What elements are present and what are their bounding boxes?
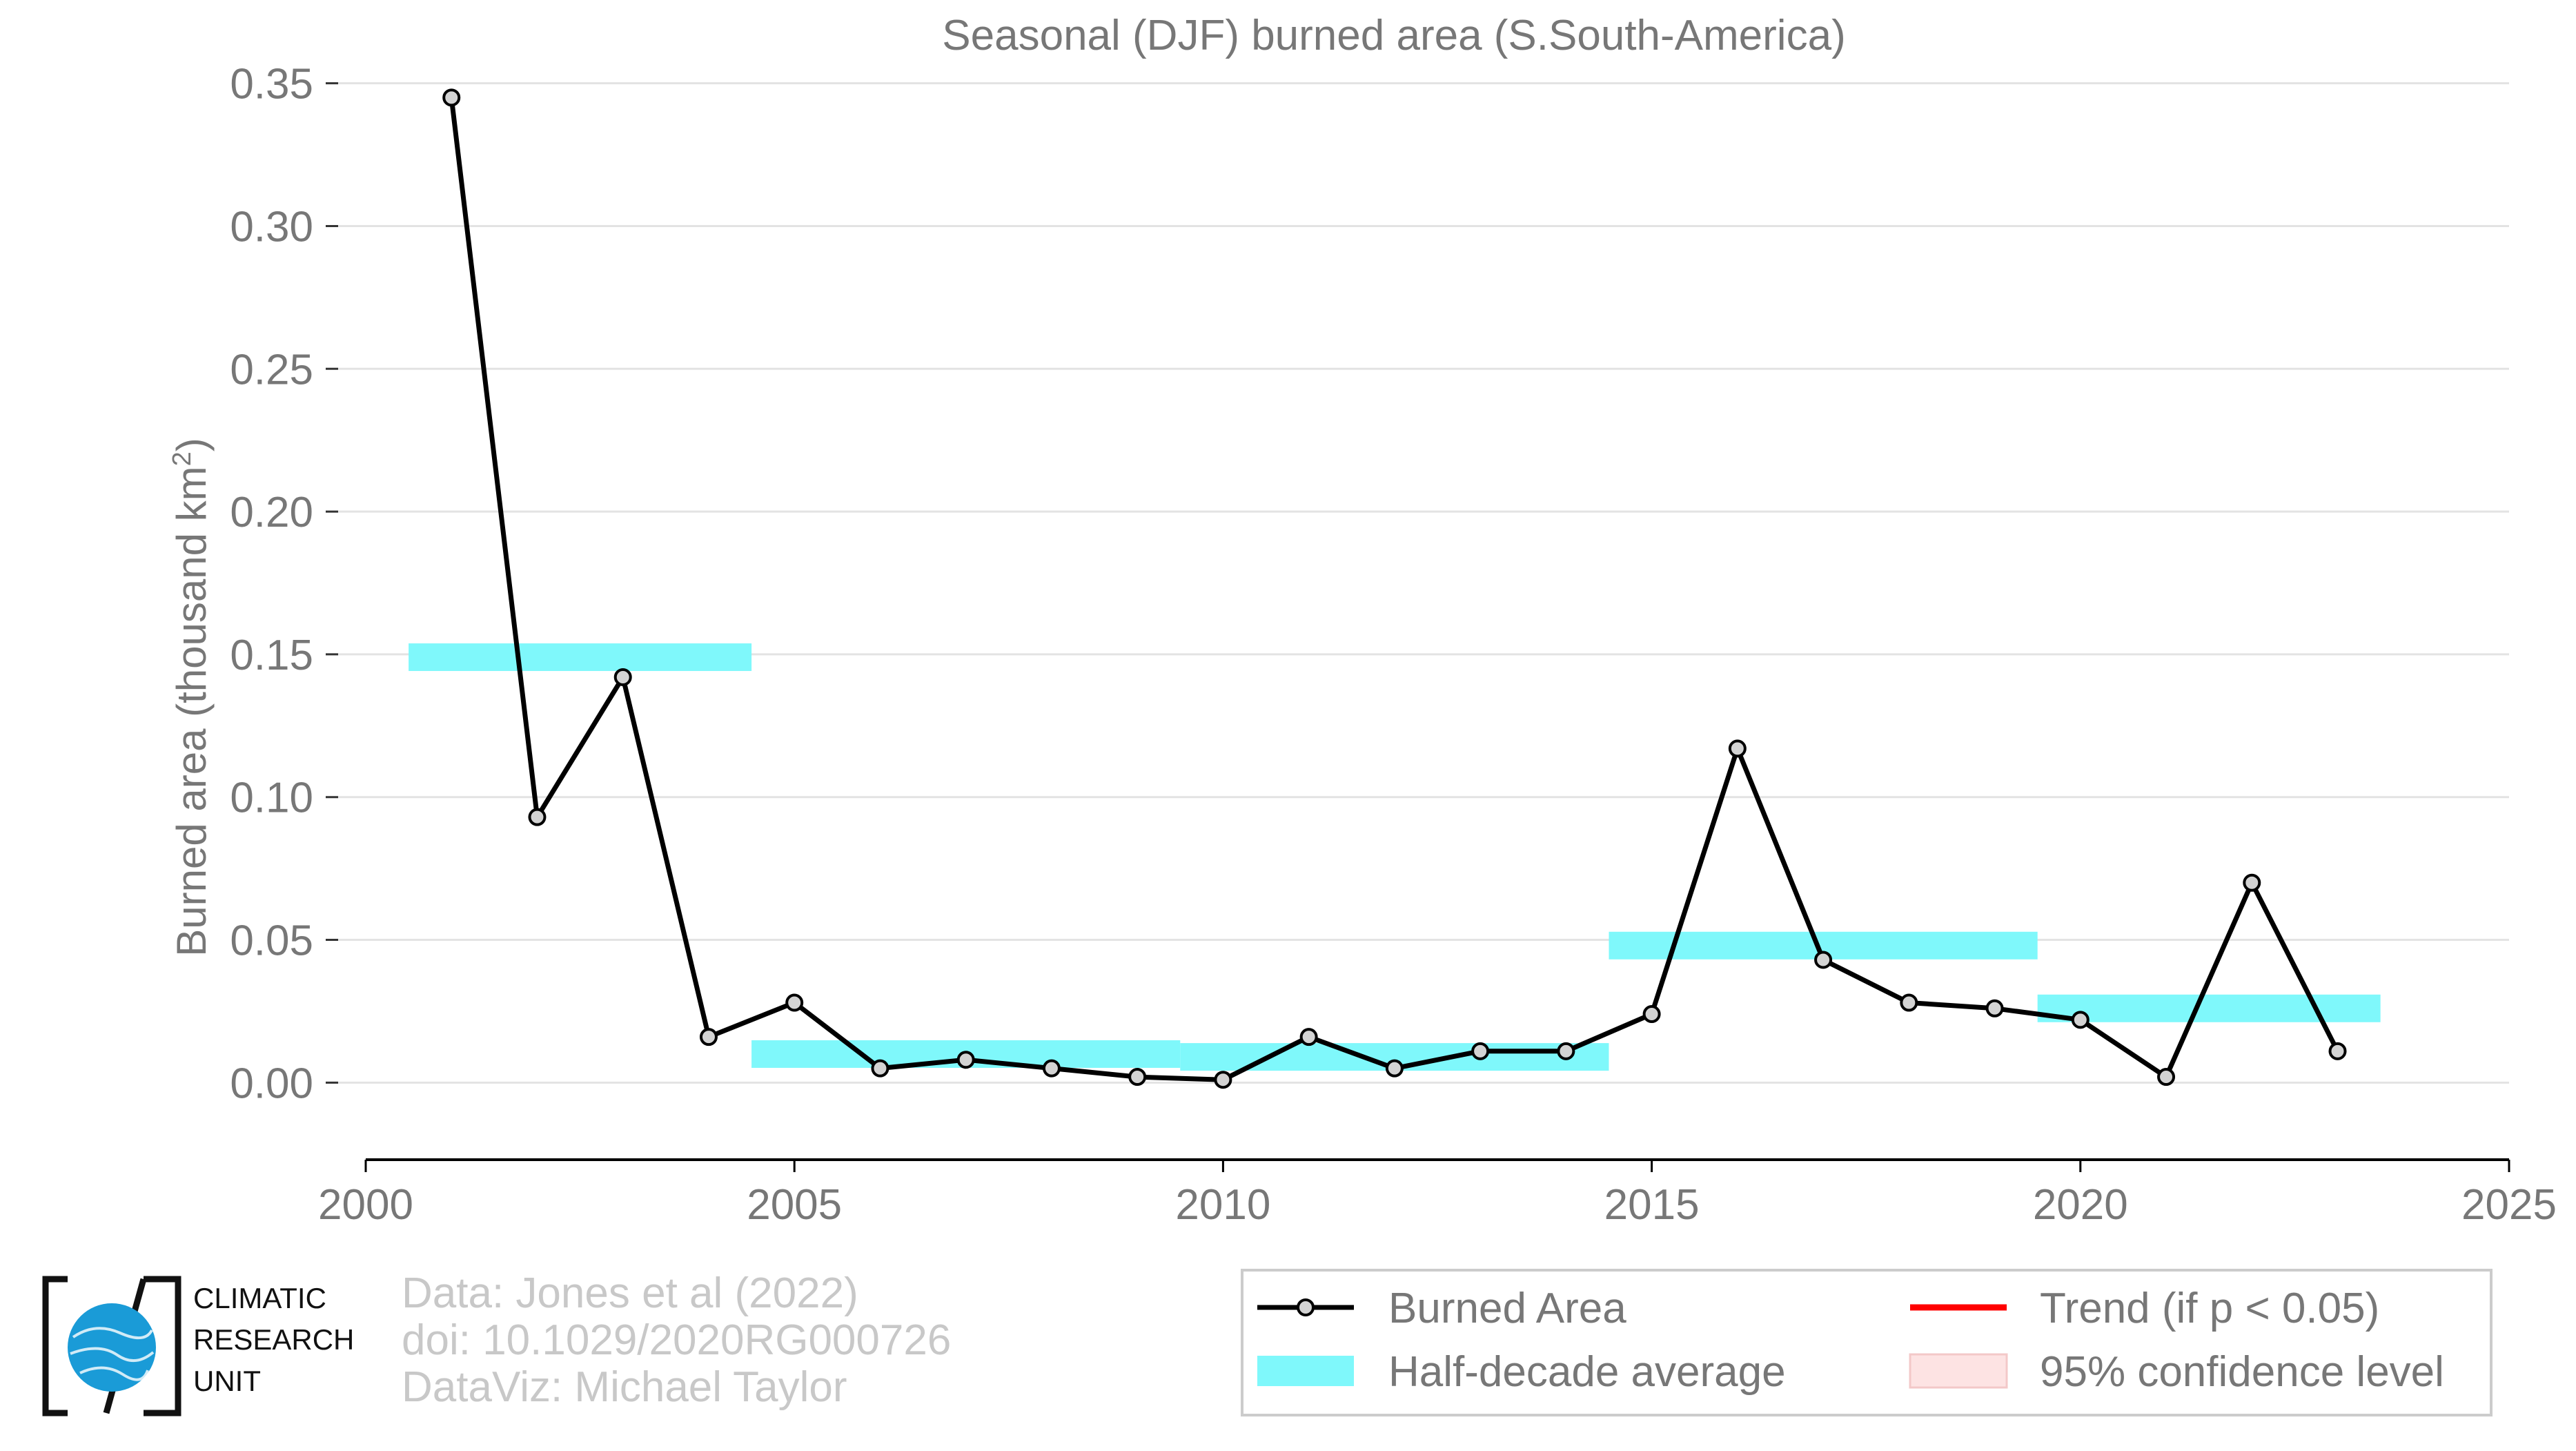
y-axis-label: Burned area (thousand km2) [168, 438, 215, 957]
legend-label-confidence: 95% confidence level [2040, 1348, 2444, 1396]
legend-label-trend: Trend (if p < 0.05) [2040, 1285, 2379, 1332]
burned-area-point [2157, 1068, 2176, 1087]
y-tick-label: 0.35 [230, 61, 313, 108]
y-tick-label: 0.30 [230, 203, 313, 251]
chart-title: Seasonal (DJF) burned area (S.South-Amer… [942, 12, 1845, 59]
legend-label-half-decade: Half-decade average [1388, 1348, 1786, 1396]
x-tick-label: 2010 [1175, 1181, 1270, 1229]
burned-area-point [1299, 1028, 1318, 1046]
burned-area-point [1557, 1042, 1575, 1060]
burned-area-point [1900, 993, 1918, 1012]
y-tick-labels: 0.00 0.05 0.10 0.15 0.20 0.25 0.30 0.35 [230, 61, 338, 1107]
gridlines [338, 82, 2509, 1084]
x-tick-label: 2020 [2033, 1181, 2128, 1229]
burned-area-point [442, 88, 461, 107]
x-tick-label: 2000 [318, 1181, 413, 1229]
burned-area-point [1814, 951, 1833, 969]
burned-area-point [956, 1051, 975, 1069]
y-tick-label: 0.10 [230, 775, 313, 822]
cru-logo-mark: CLIMATIC RESEARCH UNIT [42, 1276, 354, 1416]
credit-doi: doi: 10.1029/2020RG000726 [402, 1316, 952, 1364]
burned-area-point [613, 668, 632, 686]
half-decade-band [2037, 994, 2381, 1022]
burned-area-point [1214, 1071, 1232, 1089]
burned-area-point [2328, 1042, 2347, 1060]
burned-area-point [528, 808, 547, 826]
data-credits: Data: Jones et al (2022) doi: 10.1029/20… [402, 1270, 951, 1411]
legend-half-decade-swatch [1257, 1356, 1354, 1386]
x-axis: 2000 2005 2010 2015 2020 2025 [318, 1158, 2557, 1229]
burned-area-series [442, 88, 2347, 1089]
cru-logo-line3: UNIT [193, 1365, 261, 1397]
burned-area-point [1985, 999, 2004, 1017]
cru-logo-line1: CLIMATIC [193, 1282, 326, 1314]
legend: Burned Area Trend (if p < 0.05) Half-dec… [1241, 1269, 2493, 1416]
half-decade-band [409, 643, 752, 672]
cru-logo: CLIMATIC RESEARCH UNIT [40, 1274, 364, 1419]
legend-label-burned-area: Burned Area [1388, 1285, 1626, 1332]
burned-area-point [1128, 1068, 1147, 1087]
burned-area-point [1385, 1059, 1404, 1078]
x-tick-label: 2025 [2461, 1181, 2557, 1229]
burned-area-point [1728, 739, 1747, 758]
legend-confidence-swatch [1909, 1353, 2008, 1389]
x-tick-label: 2005 [747, 1181, 842, 1229]
credit-data-source: Data: Jones et al (2022) [402, 1269, 858, 1317]
y-tick-label: 0.20 [230, 489, 313, 536]
burned-area-point [871, 1059, 889, 1078]
y-tick-label: 0.25 [230, 346, 313, 393]
burned-area-point [2071, 1011, 2090, 1029]
burned-area-point [699, 1028, 718, 1046]
legend-burned-area-marker [1297, 1298, 1315, 1316]
burned-area-point [1042, 1059, 1061, 1078]
y-tick-label: 0.05 [230, 917, 313, 965]
legend-frame [1241, 1269, 2493, 1416]
burned-area-point [1642, 1005, 1661, 1024]
y-tick-label: 0.15 [230, 632, 313, 679]
burned-area-point [785, 993, 804, 1012]
credit-dataviz: DataViz: Michael Taylor [402, 1363, 847, 1411]
burned-area-line [449, 97, 2340, 1082]
y-axis-label-superscript: 2 [168, 451, 197, 466]
y-tick-label: 0.00 [230, 1060, 313, 1107]
burned-area-point [2243, 873, 2261, 892]
burned-area-point [1471, 1042, 1490, 1060]
x-tick-label: 2015 [1604, 1181, 1700, 1229]
half-decade-bands [409, 643, 2381, 1071]
cru-logo-line2: RESEARCH [193, 1323, 354, 1356]
